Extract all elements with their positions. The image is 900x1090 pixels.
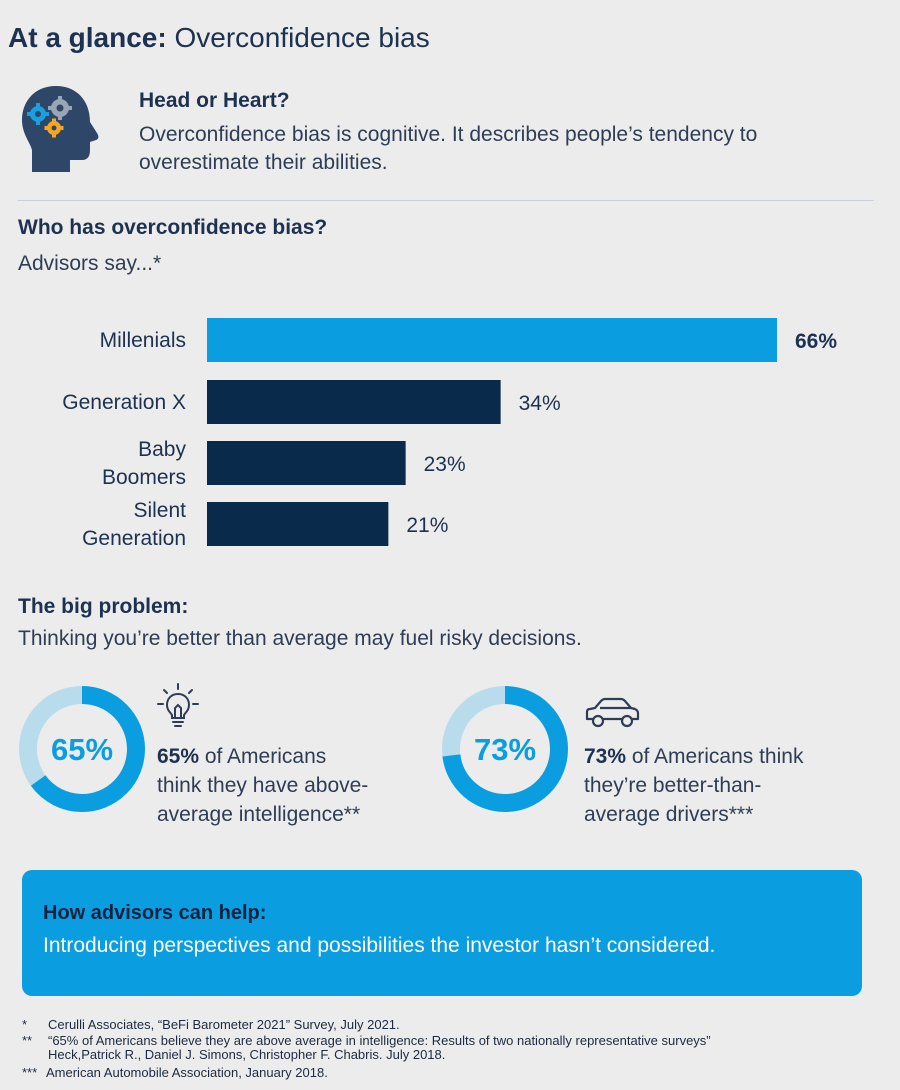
bar-1 [207, 380, 501, 424]
category-label: Generation X [62, 391, 186, 414]
category-label: Baby [138, 438, 186, 461]
help-callout: How advisors can help: Introducing persp… [22, 870, 862, 996]
bar-2 [207, 441, 406, 485]
donut-drivers: 73% [442, 686, 568, 812]
title-bold: At a glance: [8, 22, 167, 53]
gear-icon-orange [44, 118, 64, 138]
who-heading: Who has overconfidence bias? [18, 216, 328, 239]
category-label: Generation [82, 527, 186, 550]
donut-label: 65% [51, 732, 113, 767]
head-gears-icon [22, 86, 99, 172]
category-label: Silent [133, 499, 186, 522]
bar-0 [207, 318, 777, 362]
gear-icon-blue [27, 103, 49, 125]
value-label: 23% [424, 453, 466, 476]
donut-label: 73% [474, 732, 536, 767]
page-title: At a glance: Overconfidence bias [8, 22, 430, 54]
value-label: 66% [795, 330, 837, 353]
donut-arc [442, 686, 568, 812]
gear-icon-gray [48, 96, 72, 120]
title-rest: Overconfidence bias [166, 22, 430, 53]
help-text: Introducing perspectives and possibiliti… [43, 934, 716, 957]
lightbulb-icon [157, 683, 199, 727]
footnote-1: * Cerulli Associates, “BeFi Barometer 20… [22, 1017, 400, 1032]
head-or-heart-heading: Head or Heart? [139, 89, 290, 112]
footnote-2: ** “65% of Americans believe they are ab… [22, 1033, 711, 1062]
bar-3 [207, 502, 389, 546]
value-label: 21% [406, 514, 448, 537]
car-icon [585, 697, 640, 728]
section-divider [18, 200, 874, 201]
stat-drivers-text: 73% of Americans think they’re better-th… [584, 745, 804, 826]
donut-intelligence: 65% [19, 686, 145, 812]
help-heading: How advisors can help: [43, 902, 267, 924]
value-label: 34% [519, 392, 561, 415]
footnote-3: *** American Automobile Association, Jan… [22, 1065, 328, 1080]
who-subheading: Advisors say...* [18, 252, 162, 275]
stat-intelligence-bold: 65% [157, 745, 200, 768]
problem-text: Thinking you’re better than average may … [18, 627, 582, 650]
stat-intelligence-text: 65% of Americans think they have above- … [157, 745, 369, 826]
generation-bar-chart: Millenials 66% Generation X 34% Baby Boomers 2… [62, 318, 837, 550]
category-label: Boomers [102, 466, 186, 489]
head-or-heart-text: Overconfidence bias is cognitive. It des… [139, 123, 758, 174]
stat-drivers-bold: 73% [584, 745, 627, 768]
problem-heading: The big problem: [18, 595, 189, 618]
donut-arc [19, 686, 145, 812]
category-label: Millenials [100, 329, 186, 352]
